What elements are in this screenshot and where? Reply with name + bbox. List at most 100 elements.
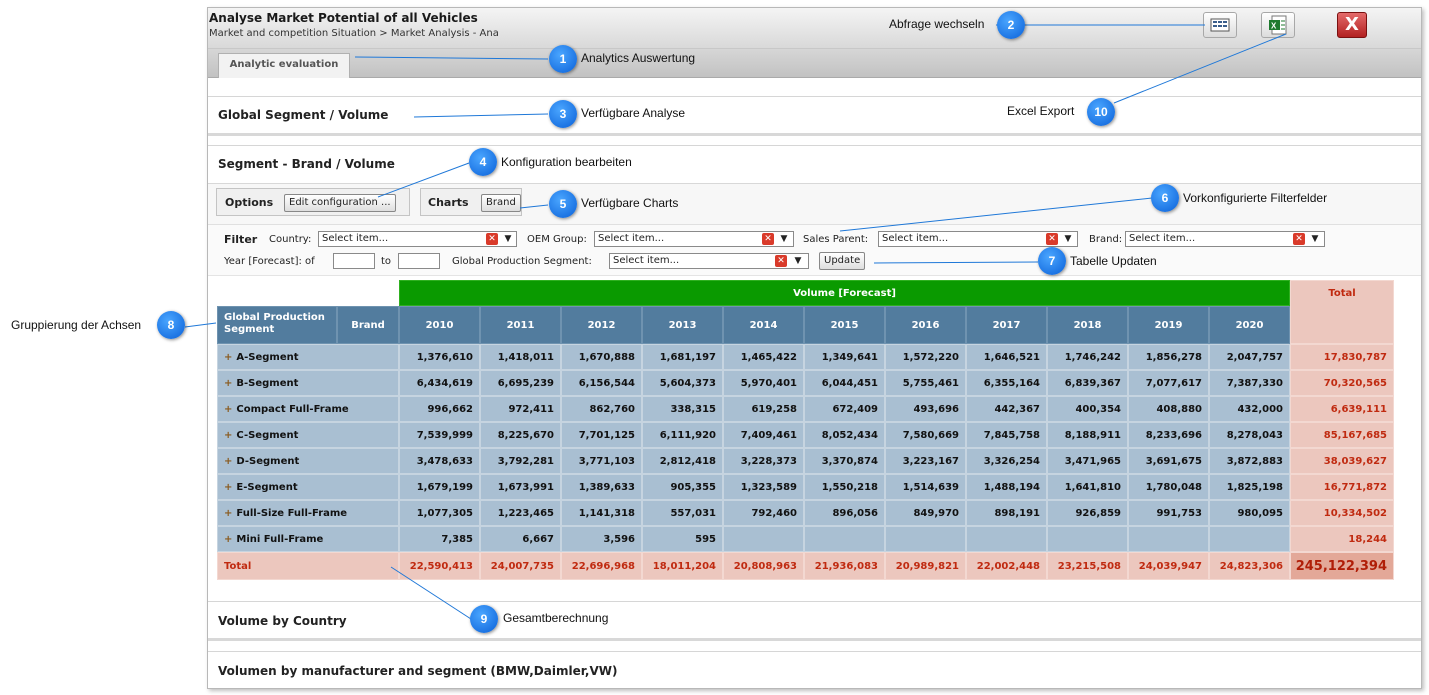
table-cell: 1,389,633 [561,474,642,500]
expand-plus-icon[interactable]: + [224,508,233,519]
table-cell: 3,691,675 [1128,448,1209,474]
table-cell: 408,880 [1128,396,1209,422]
edit-configuration-button[interactable]: Edit configuration ... [284,194,396,212]
year-from-input[interactable] [333,253,375,269]
callout-5-badge: 5 [549,190,577,218]
table-cell: 5,755,461 [885,370,966,396]
clear-x-icon[interactable]: ✕ [762,233,774,245]
table-cell: 338,315 [642,396,723,422]
table-cell: 3,228,373 [723,448,804,474]
expand-plus-icon[interactable]: + [224,534,233,545]
year-to-input[interactable] [398,253,440,269]
total-row-cell: 24,007,735 [480,552,561,580]
row-total-cell: 38,039,627 [1290,448,1394,474]
year-header[interactable]: 2014 [723,306,804,344]
update-button[interactable]: Update [819,252,866,270]
clear-x-icon[interactable]: ✕ [775,255,787,267]
total-row-cell: 24,823,306 [1209,552,1290,580]
chevron-down-icon[interactable]: ▼ [780,234,788,244]
table-cell: 1,673,991 [480,474,561,500]
options-label: Options [225,196,274,209]
brand-chart-button[interactable]: Brand [481,194,521,212]
table-cell: 1,681,197 [642,344,723,370]
chevron-down-icon[interactable]: ▼ [504,234,512,244]
total-row-cell: 20,989,821 [885,552,966,580]
table-cell: 926,859 [1047,500,1128,526]
year-header[interactable]: 2010 [399,306,480,344]
chevron-down-icon[interactable]: ▼ [1064,234,1072,244]
callout-7-badge: 7 [1038,247,1066,275]
callout-6-badge: 6 [1151,184,1179,212]
table-cell: 6,111,920 [642,422,723,448]
section-volume-by-country[interactable]: Volume by Country [208,601,1421,641]
brand-select[interactable]: Select item... ✕ ▼ [1125,231,1325,247]
year-header[interactable]: 2018 [1047,306,1128,344]
brand-select-value: Select item... [1129,233,1196,244]
table-cell: 792,460 [723,500,804,526]
table-cell: 1,825,198 [1209,474,1290,500]
brand-axis-header[interactable]: Brand [337,306,399,344]
table-cell: 896,056 [804,500,885,526]
clear-x-icon[interactable]: ✕ [1293,233,1305,245]
chevron-down-icon[interactable]: ▼ [794,256,802,266]
sales-parent-select[interactable]: Select item... ✕ ▼ [878,231,1078,247]
table-cell: 672,409 [804,396,885,422]
table-row-label[interactable]: + Mini Full-Frame [217,526,399,552]
total-row-cell: 20,808,963 [723,552,804,580]
expand-plus-icon[interactable]: + [224,352,233,363]
table-cell: 1,641,810 [1047,474,1128,500]
table-row-label[interactable]: + A-Segment [217,344,399,370]
group-axis-header[interactable]: Global Production Segment [217,306,337,344]
year-header[interactable]: 2020 [1209,306,1290,344]
year-header[interactable]: 2017 [966,306,1047,344]
clear-x-icon[interactable]: ✕ [1046,233,1058,245]
expand-plus-icon[interactable]: + [224,456,233,467]
year-header[interactable]: 2012 [561,306,642,344]
section-volumen-manufacturer[interactable]: Volumen by manufacturer and segment (BMW… [208,651,1421,688]
table-cell: 3,771,103 [561,448,642,474]
year-header[interactable]: 2019 [1128,306,1209,344]
table-row-label[interactable]: + Full-Size Full-Frame [217,500,399,526]
charts-label: Charts [428,196,469,209]
callout-6-text: Vorkonfigurierte Filterfelder [1183,191,1328,205]
table-row-label[interactable]: + Compact Full-Frame [217,396,399,422]
table-row-label[interactable]: + D-Segment [217,448,399,474]
table-cell: 7,580,669 [885,422,966,448]
year-header[interactable]: 2011 [480,306,561,344]
table-row-label[interactable]: + B-Segment [217,370,399,396]
callout-9-badge: 9 [470,605,498,633]
segment-name: D-Segment [236,456,300,467]
expand-plus-icon[interactable]: + [224,378,233,389]
table-cell: 1,418,011 [480,344,561,370]
table-cell: 3,792,281 [480,448,561,474]
table-cell: 7,409,461 [723,422,804,448]
tab-analytic-evaluation[interactable]: Analytic evaluation [218,53,350,78]
clear-x-icon[interactable]: ✕ [486,233,498,245]
table-cell: 1,077,305 [399,500,480,526]
oem-group-select[interactable]: Select item... ✕ ▼ [594,231,794,247]
table-row-label[interactable]: + C-Segment [217,422,399,448]
table-cell [885,526,966,552]
year-header[interactable]: 2016 [885,306,966,344]
year-header[interactable]: 2015 [804,306,885,344]
table-cell: 1,780,048 [1128,474,1209,500]
global-production-segment-select[interactable]: Select item... ✕ ▼ [609,253,809,269]
year-header[interactable]: 2013 [642,306,723,344]
table-row-label[interactable]: + E-Segment [217,474,399,500]
country-select[interactable]: Select item... ✕ ▼ [318,231,517,247]
section-global-segment[interactable]: Global Segment / Volume [208,96,1421,136]
table-cell: 7,845,758 [966,422,1047,448]
expand-plus-icon[interactable]: + [224,430,233,441]
table-cell: 991,753 [1128,500,1209,526]
table-cell [966,526,1047,552]
expand-plus-icon[interactable]: + [224,404,233,415]
table-cell: 6,695,239 [480,370,561,396]
table-cell: 8,233,696 [1128,422,1209,448]
callout-7-text: Tabelle Updaten [1070,254,1157,268]
close-button[interactable]: X [1337,12,1367,38]
expand-plus-icon[interactable]: + [224,482,233,493]
table-cell: 849,970 [885,500,966,526]
table-cell: 7,701,125 [561,422,642,448]
chevron-down-icon[interactable]: ▼ [1311,234,1319,244]
total-header-label: Total [1328,288,1356,299]
